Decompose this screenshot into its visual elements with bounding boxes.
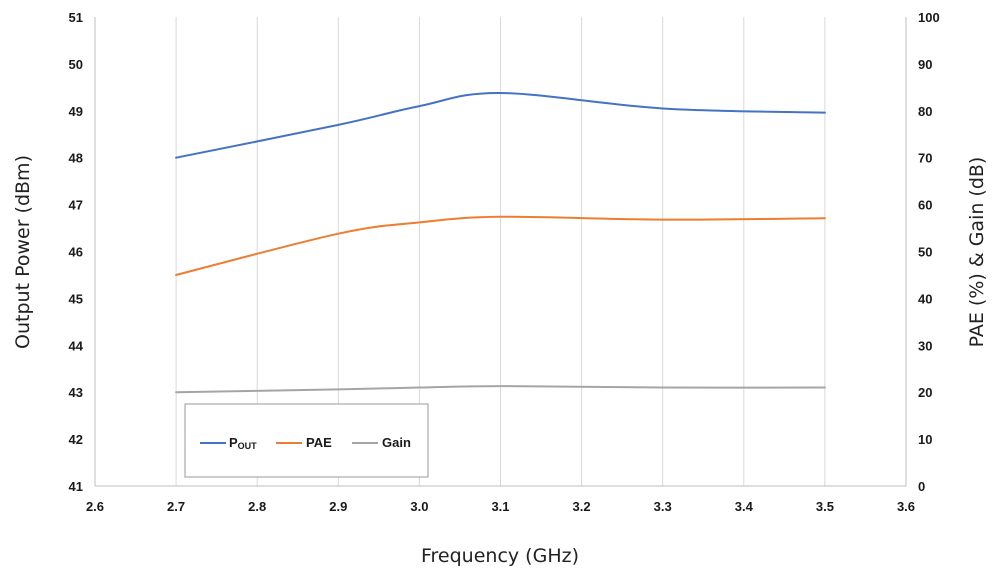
y2-tick-label: 70 bbox=[918, 151, 932, 166]
y2-tick-label: 40 bbox=[918, 291, 932, 306]
y2-tick-label: 50 bbox=[918, 245, 932, 260]
data-series bbox=[175, 91, 826, 394]
y-tick-label: 44 bbox=[69, 338, 84, 353]
x-tick-label: 3.1 bbox=[491, 499, 509, 514]
x-tick-label: 3.2 bbox=[573, 499, 591, 514]
x-tick-label: 2.8 bbox=[248, 499, 266, 514]
x-tick-label: 3.3 bbox=[654, 499, 672, 514]
y-tick-label: 45 bbox=[69, 291, 83, 306]
x-tick-label: 3.0 bbox=[410, 499, 428, 514]
y2-tick-label: 20 bbox=[918, 385, 932, 400]
legend-label-gain: Gain bbox=[382, 435, 411, 450]
x-tick-label: 3.5 bbox=[816, 499, 834, 514]
x-tick-label: 2.9 bbox=[329, 499, 347, 514]
series-line-gain bbox=[175, 385, 826, 394]
series-line-pae bbox=[175, 215, 826, 276]
y-tick-label: 48 bbox=[69, 151, 83, 166]
y2-tick-label: 80 bbox=[918, 104, 932, 119]
vertical-gridlines bbox=[175, 17, 826, 486]
y2-axis-title: PAE (%) & Gain (dB) bbox=[966, 157, 988, 348]
series-line-pout bbox=[175, 91, 826, 159]
y2-tick-label: 60 bbox=[918, 198, 932, 213]
y-tick-label: 42 bbox=[69, 432, 83, 447]
legend-label-pout-sub: OUT bbox=[238, 441, 258, 451]
left-y-tick-labels: 41 42 43 44 45 46 47 48 49 50 51 bbox=[69, 10, 84, 494]
legend-label-pae: PAE bbox=[306, 435, 332, 450]
y-tick-label: 43 bbox=[69, 385, 83, 400]
axes bbox=[94, 17, 907, 487]
right-y-tick-labels: 0 10 20 30 40 50 60 70 80 90 100 bbox=[918, 10, 940, 494]
x-tick-label: 3.4 bbox=[735, 499, 754, 514]
x-tick-labels: 2.6 2.7 2.8 2.9 3.0 3.1 3.2 3.3 3.4 3.5 3.6 bbox=[86, 499, 915, 514]
y-tick-label: 51 bbox=[69, 10, 83, 25]
y2-tick-label: 90 bbox=[918, 57, 932, 72]
x-tick-label: 2.6 bbox=[86, 499, 104, 514]
legend-box bbox=[184, 403, 429, 478]
y2-tick-label: 10 bbox=[918, 432, 932, 447]
y2-tick-label: 0 bbox=[918, 479, 925, 494]
y2-tick-label: 100 bbox=[918, 10, 940, 25]
legend-label-pout: POUT bbox=[229, 435, 257, 451]
legend-label-pout-main: P bbox=[229, 435, 238, 450]
y-axis-title: Output Power (dBm) bbox=[12, 155, 34, 349]
y2-tick-label: 30 bbox=[918, 338, 932, 353]
y-tick-label: 47 bbox=[69, 198, 83, 213]
y-tick-label: 41 bbox=[69, 479, 83, 494]
x-axis-title: Frequency (GHz) bbox=[421, 545, 579, 567]
x-tick-label: 2.7 bbox=[167, 499, 185, 514]
y-tick-label: 50 bbox=[69, 57, 83, 72]
y-tick-label: 46 bbox=[69, 245, 83, 260]
y-tick-label: 49 bbox=[69, 104, 83, 119]
legend: POUT PAE Gain bbox=[184, 403, 429, 478]
x-tick-label: 3.6 bbox=[897, 499, 915, 514]
